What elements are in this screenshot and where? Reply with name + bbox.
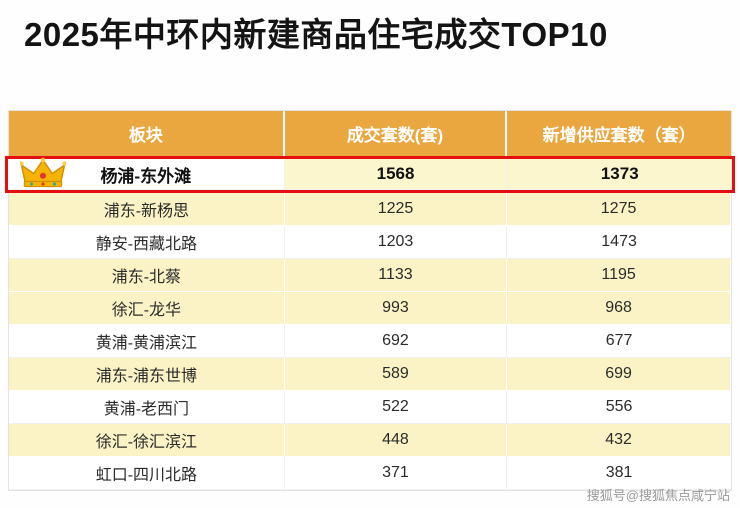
- cell-supply: 432: [507, 424, 731, 457]
- cell-district: 徐汇-徐汇滨江: [9, 424, 285, 457]
- cell-district: 徐汇-龙华: [9, 292, 285, 325]
- table-row: 浦东-新杨思 1225 1275: [9, 193, 731, 226]
- cell-district: 静安-西藏北路: [9, 226, 285, 259]
- table-row: 浦东-北蔡 1133 1195: [9, 259, 731, 292]
- table-row-rank1: 杨浦-东外滩 1568 1373: [5, 156, 735, 193]
- cell-district: 浦东-新杨思: [9, 193, 285, 226]
- cell-sold: 1225: [284, 193, 508, 226]
- table-row: 徐汇-徐汇滨江 448 432: [9, 424, 731, 457]
- cell-sold: 1568: [284, 159, 508, 190]
- cell-supply: 968: [507, 292, 731, 325]
- table-row: 黄浦-老西门 522 556: [9, 391, 731, 424]
- cell-sold: 1203: [284, 226, 508, 259]
- table-header-row: 板块 成交套数(套) 新增供应套数（套）: [9, 111, 731, 156]
- page-title: 2025年中环内新建商品住宅成交TOP10: [24, 16, 608, 53]
- table-row: 虹口-四川北路 371 381: [9, 457, 731, 490]
- cell-district: 杨浦-东外滩: [8, 159, 285, 190]
- cell-supply: 1195: [507, 259, 731, 292]
- table-row: 浦东-浦东世博 589 699: [9, 358, 731, 391]
- header-cell-supply: 新增供应套数（套）: [542, 126, 696, 145]
- cell-district: 浦东-北蔡: [9, 259, 285, 292]
- cell-supply: 1473: [507, 226, 731, 259]
- header-cell-sold: 成交套数(套): [285, 111, 508, 156]
- cell-supply: 1275: [507, 193, 731, 226]
- table-row: 静安-西藏北路 1203 1473: [9, 226, 731, 259]
- cell-sold: 1133: [284, 259, 508, 292]
- cell-district: 浦东-浦东世博: [9, 358, 285, 391]
- cell-sold: 692: [284, 325, 508, 358]
- cell-sold: 589: [284, 358, 508, 391]
- watermark: 搜狐号@搜狐焦点咸宁站: [586, 488, 730, 503]
- header-cell-district: 板块: [9, 111, 285, 156]
- table-row: 徐汇-龙华 993 968: [9, 292, 731, 325]
- cell-supply: 556: [507, 391, 731, 424]
- cell-district: 虹口-四川北路: [9, 457, 285, 490]
- cell-supply: 1373: [507, 159, 732, 190]
- cell-supply: 699: [507, 358, 731, 391]
- cell-supply: 381: [507, 457, 731, 490]
- cell-sold: 522: [284, 391, 508, 424]
- cell-sold: 993: [284, 292, 508, 325]
- cell-supply: 677: [507, 325, 731, 358]
- cell-sold: 448: [284, 424, 508, 457]
- cell-district: 黄浦-黄浦滨江: [9, 325, 285, 358]
- cell-district: 黄浦-老西门: [9, 391, 285, 424]
- ranking-table: 板块 成交套数(套) 新增供应套数（套） 杨浦-东外滩 1568: [5, 110, 735, 491]
- table-row: 黄浦-黄浦滨江 692 677: [9, 325, 731, 358]
- cell-sold: 371: [284, 457, 508, 490]
